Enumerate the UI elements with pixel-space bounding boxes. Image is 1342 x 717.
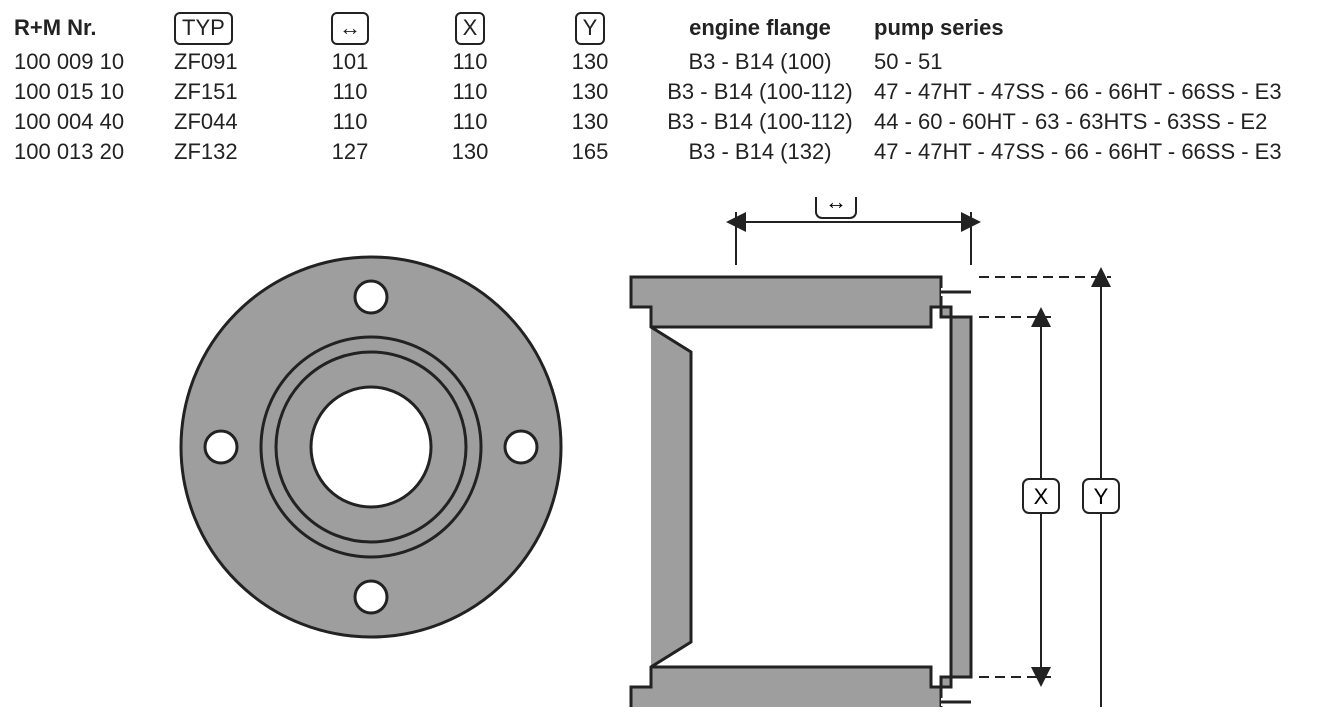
header-typ: TYP: [170, 10, 290, 47]
cell-typ: ZF091: [170, 47, 290, 77]
cell-rm: 100 009 10: [10, 47, 170, 77]
header-arrow: ↔: [290, 10, 410, 47]
dim-x-label: X: [1034, 484, 1049, 509]
cell-arrow: 110: [290, 107, 410, 137]
cell-x: 110: [410, 107, 530, 137]
cell-arrow: 101: [290, 47, 410, 77]
cell-series: 47 - 47HT - 47SS - 66 - 66HT - 66SS - E3: [870, 137, 1332, 167]
cell-flange: B3 - B14 (100): [650, 47, 870, 77]
header-series: pump series: [870, 10, 1332, 47]
cell-typ: ZF044: [170, 107, 290, 137]
cell-rm: 100 013 20: [10, 137, 170, 167]
cell-x: 130: [410, 137, 530, 167]
header-y: Y: [530, 10, 650, 47]
cell-series: 47 - 47HT - 47SS - 66 - 66HT - 66SS - E3: [870, 77, 1332, 107]
cell-rm: 100 015 10: [10, 77, 170, 107]
cell-flange: B3 - B14 (132): [650, 137, 870, 167]
dim-y-label: Y: [1094, 484, 1109, 509]
cell-arrow: 110: [290, 77, 410, 107]
table-row: 100 004 40 ZF044 110 110 130 B3 - B14 (1…: [10, 107, 1332, 137]
cell-flange: B3 - B14 (100-112): [650, 77, 870, 107]
cell-y: 165: [530, 137, 650, 167]
diagram-area: ↔ X Y: [10, 197, 1332, 707]
cell-y: 130: [530, 107, 650, 137]
dim-arrow-label: ↔: [825, 197, 847, 214]
header-flange: engine flange: [650, 10, 870, 47]
cell-arrow: 127: [290, 137, 410, 167]
spec-table: R+M Nr. TYP ↔ X Y engine flange pump ser…: [10, 10, 1332, 167]
cell-x: 110: [410, 47, 530, 77]
flange-front-view: [171, 197, 571, 677]
table-header-row: R+M Nr. TYP ↔ X Y engine flange pump ser…: [10, 10, 1332, 47]
header-x: X: [410, 10, 530, 47]
cell-series: 50 - 51: [870, 47, 1332, 77]
table-row: 100 015 10 ZF151 110 110 130 B3 - B14 (1…: [10, 77, 1332, 107]
cell-series: 44 - 60 - 60HT - 63 - 63HTS - 63SS - E2: [870, 107, 1332, 137]
cell-y: 130: [530, 47, 650, 77]
section-outline: [631, 277, 971, 707]
flange-side-view: ↔ X Y: [611, 197, 1171, 707]
cell-rm: 100 004 40: [10, 107, 170, 137]
cell-flange: B3 - B14 (100-112): [650, 107, 870, 137]
cell-typ: ZF151: [170, 77, 290, 107]
cell-x: 110: [410, 77, 530, 107]
cell-y: 130: [530, 77, 650, 107]
table-row: 100 013 20 ZF132 127 130 165 B3 - B14 (1…: [10, 137, 1332, 167]
table-body: 100 009 10 ZF091 101 110 130 B3 - B14 (1…: [10, 47, 1332, 167]
header-rm: R+M Nr.: [10, 10, 170, 47]
cell-typ: ZF132: [170, 137, 290, 167]
table-row: 100 009 10 ZF091 101 110 130 B3 - B14 (1…: [10, 47, 1332, 77]
